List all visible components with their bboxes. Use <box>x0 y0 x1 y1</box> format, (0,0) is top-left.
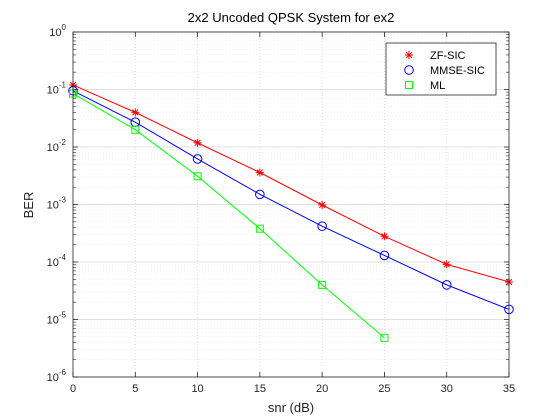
y-tick-exponent: -5 <box>59 311 67 320</box>
data-point-ml <box>131 125 140 134</box>
y-tick-exponent: -4 <box>59 253 67 262</box>
x-tick-label: 15 <box>254 383 266 395</box>
y-tick-base: 10 <box>47 315 59 327</box>
legend-label-mmse-sic: MMSE-SIC <box>430 65 485 77</box>
series-line-zf-sic <box>72 84 510 283</box>
data-point-mmse-sic <box>317 221 327 231</box>
x-tick-label: 20 <box>316 383 328 395</box>
x-tick-label: 30 <box>441 383 453 395</box>
x-tick-label: 5 <box>132 383 138 395</box>
series-layer <box>68 80 514 342</box>
legend-marker-ml <box>405 81 413 89</box>
legend-item-mmse-sic: MMSE-SIC <box>404 65 485 77</box>
y-tick-exponent: -3 <box>59 196 67 205</box>
y-tick-exponent: 0 <box>62 23 67 32</box>
y-tick-exponent: -6 <box>59 368 67 377</box>
y-tick-label: 10-3 <box>47 196 67 212</box>
y-tick-base: 10 <box>47 85 59 97</box>
data-point-ml <box>380 333 389 342</box>
y-tick-base: 10 <box>47 200 59 212</box>
legend-marker-mmse-sic <box>404 65 414 75</box>
legend-label-zf-sic: ZF-SIC <box>430 50 465 62</box>
series-line-ml <box>72 93 385 339</box>
y-tick-base: 10 <box>47 257 59 269</box>
data-point-zf-sic <box>131 108 140 117</box>
y-tick-base: 10 <box>47 142 59 154</box>
series-ml <box>69 89 389 342</box>
x-tick-label: 35 <box>503 383 515 395</box>
y-tick-exponent: -2 <box>59 138 67 147</box>
x-tick-label: 0 <box>70 383 76 395</box>
x-tick-label: 25 <box>378 383 390 395</box>
data-point-ml <box>318 280 327 289</box>
y-tick-base: 10 <box>49 27 61 39</box>
series-line-mmse-sic <box>72 90 510 310</box>
data-point-mmse-sic <box>192 154 203 164</box>
data-point-zf-sic <box>255 168 264 177</box>
legend-marker-zf-sic <box>405 51 413 59</box>
data-point-mmse-sic <box>441 280 452 290</box>
y-tick-label: 10-2 <box>47 138 67 154</box>
y-tick-label: 10-4 <box>47 253 67 269</box>
data-point-zf-sic <box>193 138 202 147</box>
chart-title: 2x2 Uncoded QPSK System for ex2 <box>188 10 395 25</box>
legend: ZF-SIC MMSE-SIC ML <box>385 42 497 96</box>
legend-label-ml: ML <box>430 80 445 92</box>
data-point-mmse-sic <box>255 189 265 200</box>
x-axis-label: snr (dB) <box>268 400 314 415</box>
data-point-zf-sic <box>442 260 451 269</box>
legend-item-zf-sic: ZF-SIC <box>405 50 465 62</box>
data-point-zf-sic <box>380 232 389 241</box>
y-tick-label: 10-6 <box>47 368 67 384</box>
y-tick-label: 100 <box>49 23 66 39</box>
y-tick-base: 10 <box>47 372 59 384</box>
y-tick-exponent: -1 <box>59 81 67 90</box>
data-point-ml <box>193 172 202 181</box>
data-point-zf-sic <box>318 201 327 210</box>
y-axis-label: BER <box>21 192 36 219</box>
legend-item-ml: ML <box>405 80 445 92</box>
data-point-ml <box>255 224 264 233</box>
data-point-mmse-sic <box>379 250 390 261</box>
y-tick-label: 10-5 <box>47 311 67 327</box>
y-tick-label: 10-1 <box>47 81 67 97</box>
x-tick-label: 10 <box>191 383 203 395</box>
